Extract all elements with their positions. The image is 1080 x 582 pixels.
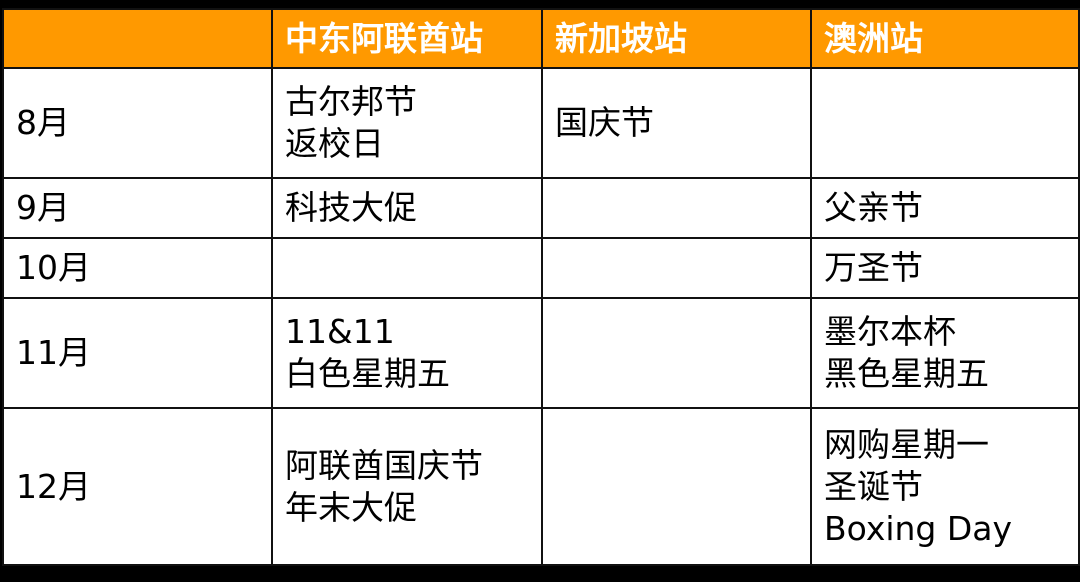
header-australia: 澳洲站: [810, 8, 1080, 69]
event-label: 万圣节: [824, 248, 923, 287]
table-row: 9月 科技大促 父亲节: [2, 177, 1080, 239]
table-row: 8月 古尔邦节 返校日 国庆节: [2, 67, 1080, 179]
event-label: Boxing Day: [824, 508, 1013, 548]
australia-cell: 网购星期一 圣诞节 Boxing Day: [810, 407, 1080, 566]
promotion-calendar-table: 中东阿联酋站 新加坡站 澳洲站 8月 古尔邦节 返校日 国庆节 9月 科技大促 父亲节 10月…: [2, 8, 1080, 566]
event-label: 墨尔本杯: [824, 312, 956, 351]
table-row: 11月 11&11 白色星期五 墨尔本杯 黑色星期五: [2, 297, 1080, 409]
header-month: [2, 8, 273, 69]
month-cell: 10月: [2, 237, 273, 299]
singapore-cell: 国庆节: [541, 67, 812, 179]
australia-cell: 万圣节: [810, 237, 1080, 299]
uae-cell: 古尔邦节 返校日: [271, 67, 543, 179]
australia-cell: 墨尔本杯 黑色星期五: [810, 297, 1080, 409]
event-label: 阿联酋国庆节: [285, 445, 483, 485]
event-label: 返校日: [285, 124, 384, 163]
month-cell: 12月: [2, 407, 273, 566]
singapore-cell: [541, 237, 812, 299]
event-label: 圣诞节: [824, 466, 923, 506]
event-label: 黑色星期五: [824, 354, 989, 393]
header-row: 中东阿联酋站 新加坡站 澳洲站: [2, 8, 1080, 69]
event-label: 白色星期五: [285, 354, 450, 393]
month-cell: 8月: [2, 67, 273, 179]
uae-cell: 11&11 白色星期五: [271, 297, 543, 409]
event-label: 11&11: [285, 312, 395, 351]
month-cell: 11月: [2, 297, 273, 409]
event-label: 年末大促: [285, 487, 417, 527]
header-singapore: 新加坡站: [541, 8, 812, 69]
singapore-cell: [541, 297, 812, 409]
singapore-cell: [541, 407, 812, 566]
uae-cell: [271, 237, 543, 299]
event-label: 科技大促: [285, 188, 417, 227]
table-row: 12月 阿联酋国庆节 年末大促 网购星期一 圣诞节 Boxing Day: [2, 407, 1080, 566]
singapore-cell: [541, 177, 812, 239]
event-label: 网购星期一: [824, 424, 989, 464]
uae-cell: 科技大促: [271, 177, 543, 239]
event-label: 国庆节: [555, 103, 654, 142]
header-uae: 中东阿联酋站: [271, 8, 543, 69]
table-row: 10月 万圣节: [2, 237, 1080, 299]
uae-cell: 阿联酋国庆节 年末大促: [271, 407, 543, 566]
event-label: 古尔邦节: [285, 82, 417, 121]
australia-cell: [810, 67, 1080, 179]
event-label: 父亲节: [824, 188, 923, 227]
month-cell: 9月: [2, 177, 273, 239]
australia-cell: 父亲节: [810, 177, 1080, 239]
